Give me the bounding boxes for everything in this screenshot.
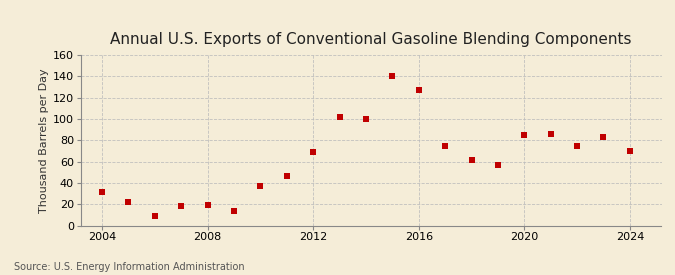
Title: Annual U.S. Exports of Conventional Gasoline Blending Components: Annual U.S. Exports of Conventional Gaso… xyxy=(111,32,632,47)
Text: Source: U.S. Energy Information Administration: Source: U.S. Energy Information Administ… xyxy=(14,262,244,272)
Y-axis label: Thousand Barrels per Day: Thousand Barrels per Day xyxy=(38,68,49,213)
